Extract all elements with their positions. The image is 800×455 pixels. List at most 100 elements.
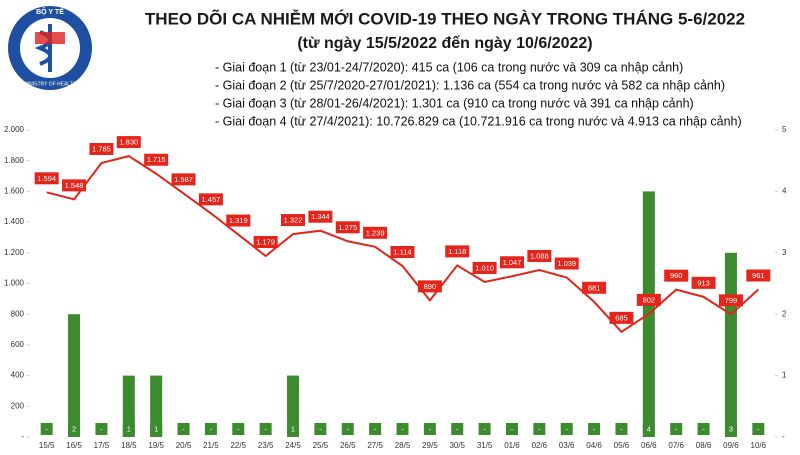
bar-label-box	[259, 423, 272, 435]
bar-label: 4	[647, 424, 651, 433]
bar-label-box	[150, 423, 163, 435]
bar-label-box	[369, 423, 382, 435]
bar-label-box	[451, 423, 464, 435]
y2-tick-label: 5	[782, 125, 787, 134]
x-tick-label: 25/5	[313, 441, 329, 450]
bar-label-box	[642, 423, 655, 435]
bar-label-box	[177, 423, 190, 435]
x-tick-label: 18/5	[121, 441, 137, 450]
value-label: 1.088	[530, 251, 549, 260]
x-tick-label: 26/5	[340, 441, 356, 450]
x-tick-label: 17/5	[94, 441, 110, 450]
y-tick-label: 2.000	[4, 125, 25, 134]
y2-tick-label: 1	[782, 371, 787, 380]
x-tick-label: 24/5	[285, 441, 301, 450]
value-label: 1.322	[284, 216, 303, 225]
y-tick-label: 1.800	[4, 156, 25, 165]
x-tick-label: 21/5	[203, 441, 219, 450]
value-label-box	[390, 246, 415, 259]
bar-label-box	[560, 423, 573, 435]
x-tick-label: 01/6	[504, 441, 520, 450]
x-tick-label: 04/6	[586, 441, 602, 450]
value-label: 890	[424, 282, 437, 291]
annotation: - Giai đoạn 1 (từ 23/01-24/7/2020): 415 …	[215, 60, 683, 74]
value-label: 799	[725, 296, 738, 305]
value-label: 1.587	[174, 175, 193, 184]
bar-label-box	[423, 423, 436, 435]
bar-label-box	[396, 423, 409, 435]
bar-label: -	[210, 424, 213, 433]
bar-label: -	[319, 424, 322, 433]
x-tick-label: 10/6	[751, 441, 767, 450]
y-tick-label: 200	[11, 401, 25, 410]
value-label: 1.039	[557, 259, 576, 268]
bar-label-box	[204, 423, 217, 435]
value-label-box	[281, 214, 306, 227]
value-label-box	[499, 256, 524, 269]
bar-label-box	[122, 423, 135, 435]
bar-label-box	[314, 423, 327, 435]
bar-label: -	[702, 424, 705, 433]
value-label: 685	[615, 313, 628, 322]
bar-label: -	[565, 424, 568, 433]
value-label: 1.114	[393, 247, 411, 256]
x-tick-label: 16/5	[66, 441, 82, 450]
value-label-box	[253, 236, 278, 249]
value-label-box	[582, 281, 607, 294]
x-tick-label: 09/6	[723, 441, 739, 450]
logo-cross	[35, 32, 65, 44]
y-tick-label: -	[21, 432, 24, 441]
value-label: 1.010	[475, 263, 494, 272]
x-tick-label: 30/5	[449, 441, 465, 450]
value-label: 1.118	[448, 247, 466, 256]
value-label-box	[335, 221, 360, 234]
value-label-box	[308, 210, 333, 223]
bar-label: -	[483, 424, 486, 433]
x-tick-label: 22/5	[230, 441, 246, 450]
bar-label: -	[593, 424, 596, 433]
bar-label-box	[287, 423, 300, 435]
y-tick-label: 1.600	[4, 187, 25, 196]
bar-label-box	[68, 423, 81, 435]
value-label: 1.785	[92, 144, 111, 153]
bar-label: -	[538, 424, 541, 433]
y-tick-label: 400	[11, 371, 25, 380]
bar-label: -	[620, 424, 623, 433]
bar-label-box	[341, 423, 354, 435]
bar-label-box	[670, 423, 683, 435]
x-tick-label: 07/6	[668, 441, 684, 450]
y2-tick-label: 3	[782, 248, 787, 257]
bar-label: -	[675, 424, 678, 433]
bar-label: -	[401, 424, 404, 433]
bar-label-box	[724, 423, 737, 435]
value-label: 1.275	[338, 223, 357, 232]
bar-label: -	[429, 424, 432, 433]
bar-label: -	[456, 424, 459, 433]
x-tick-label: 29/5	[422, 441, 438, 450]
value-label-box	[691, 276, 716, 289]
logo: BỘ Y TẾ MINISTRY OF HEALTH	[8, 6, 92, 90]
bar-label: -	[511, 424, 514, 433]
y-tick-label: 1.000	[4, 279, 25, 288]
value-label: 1.344	[311, 212, 330, 221]
x-tick-label: 06/6	[641, 441, 657, 450]
x-tick-label: 28/5	[395, 441, 411, 450]
bar-label: -	[182, 424, 185, 433]
x-tick-label: 31/5	[477, 441, 493, 450]
value-label-box	[417, 280, 442, 293]
bar-label-box	[505, 423, 518, 435]
bar-label: 1	[154, 424, 158, 433]
y-tick-label: 800	[11, 309, 25, 318]
bar-label: 1	[291, 424, 295, 433]
y2-tick-label: -	[782, 432, 785, 441]
y-tick-label: 600	[11, 340, 25, 349]
bar-label-box	[95, 423, 108, 435]
bar-label-box	[232, 423, 245, 435]
value-label-box	[89, 143, 114, 156]
bar-label: -	[757, 424, 760, 433]
value-label: 913	[697, 278, 710, 287]
annotation: - Giai đoạn 3 (từ 28/01-26/4/2021): 1.30…	[215, 96, 694, 110]
x-tick-label: 23/5	[258, 441, 274, 450]
value-label: 1.319	[229, 216, 248, 225]
